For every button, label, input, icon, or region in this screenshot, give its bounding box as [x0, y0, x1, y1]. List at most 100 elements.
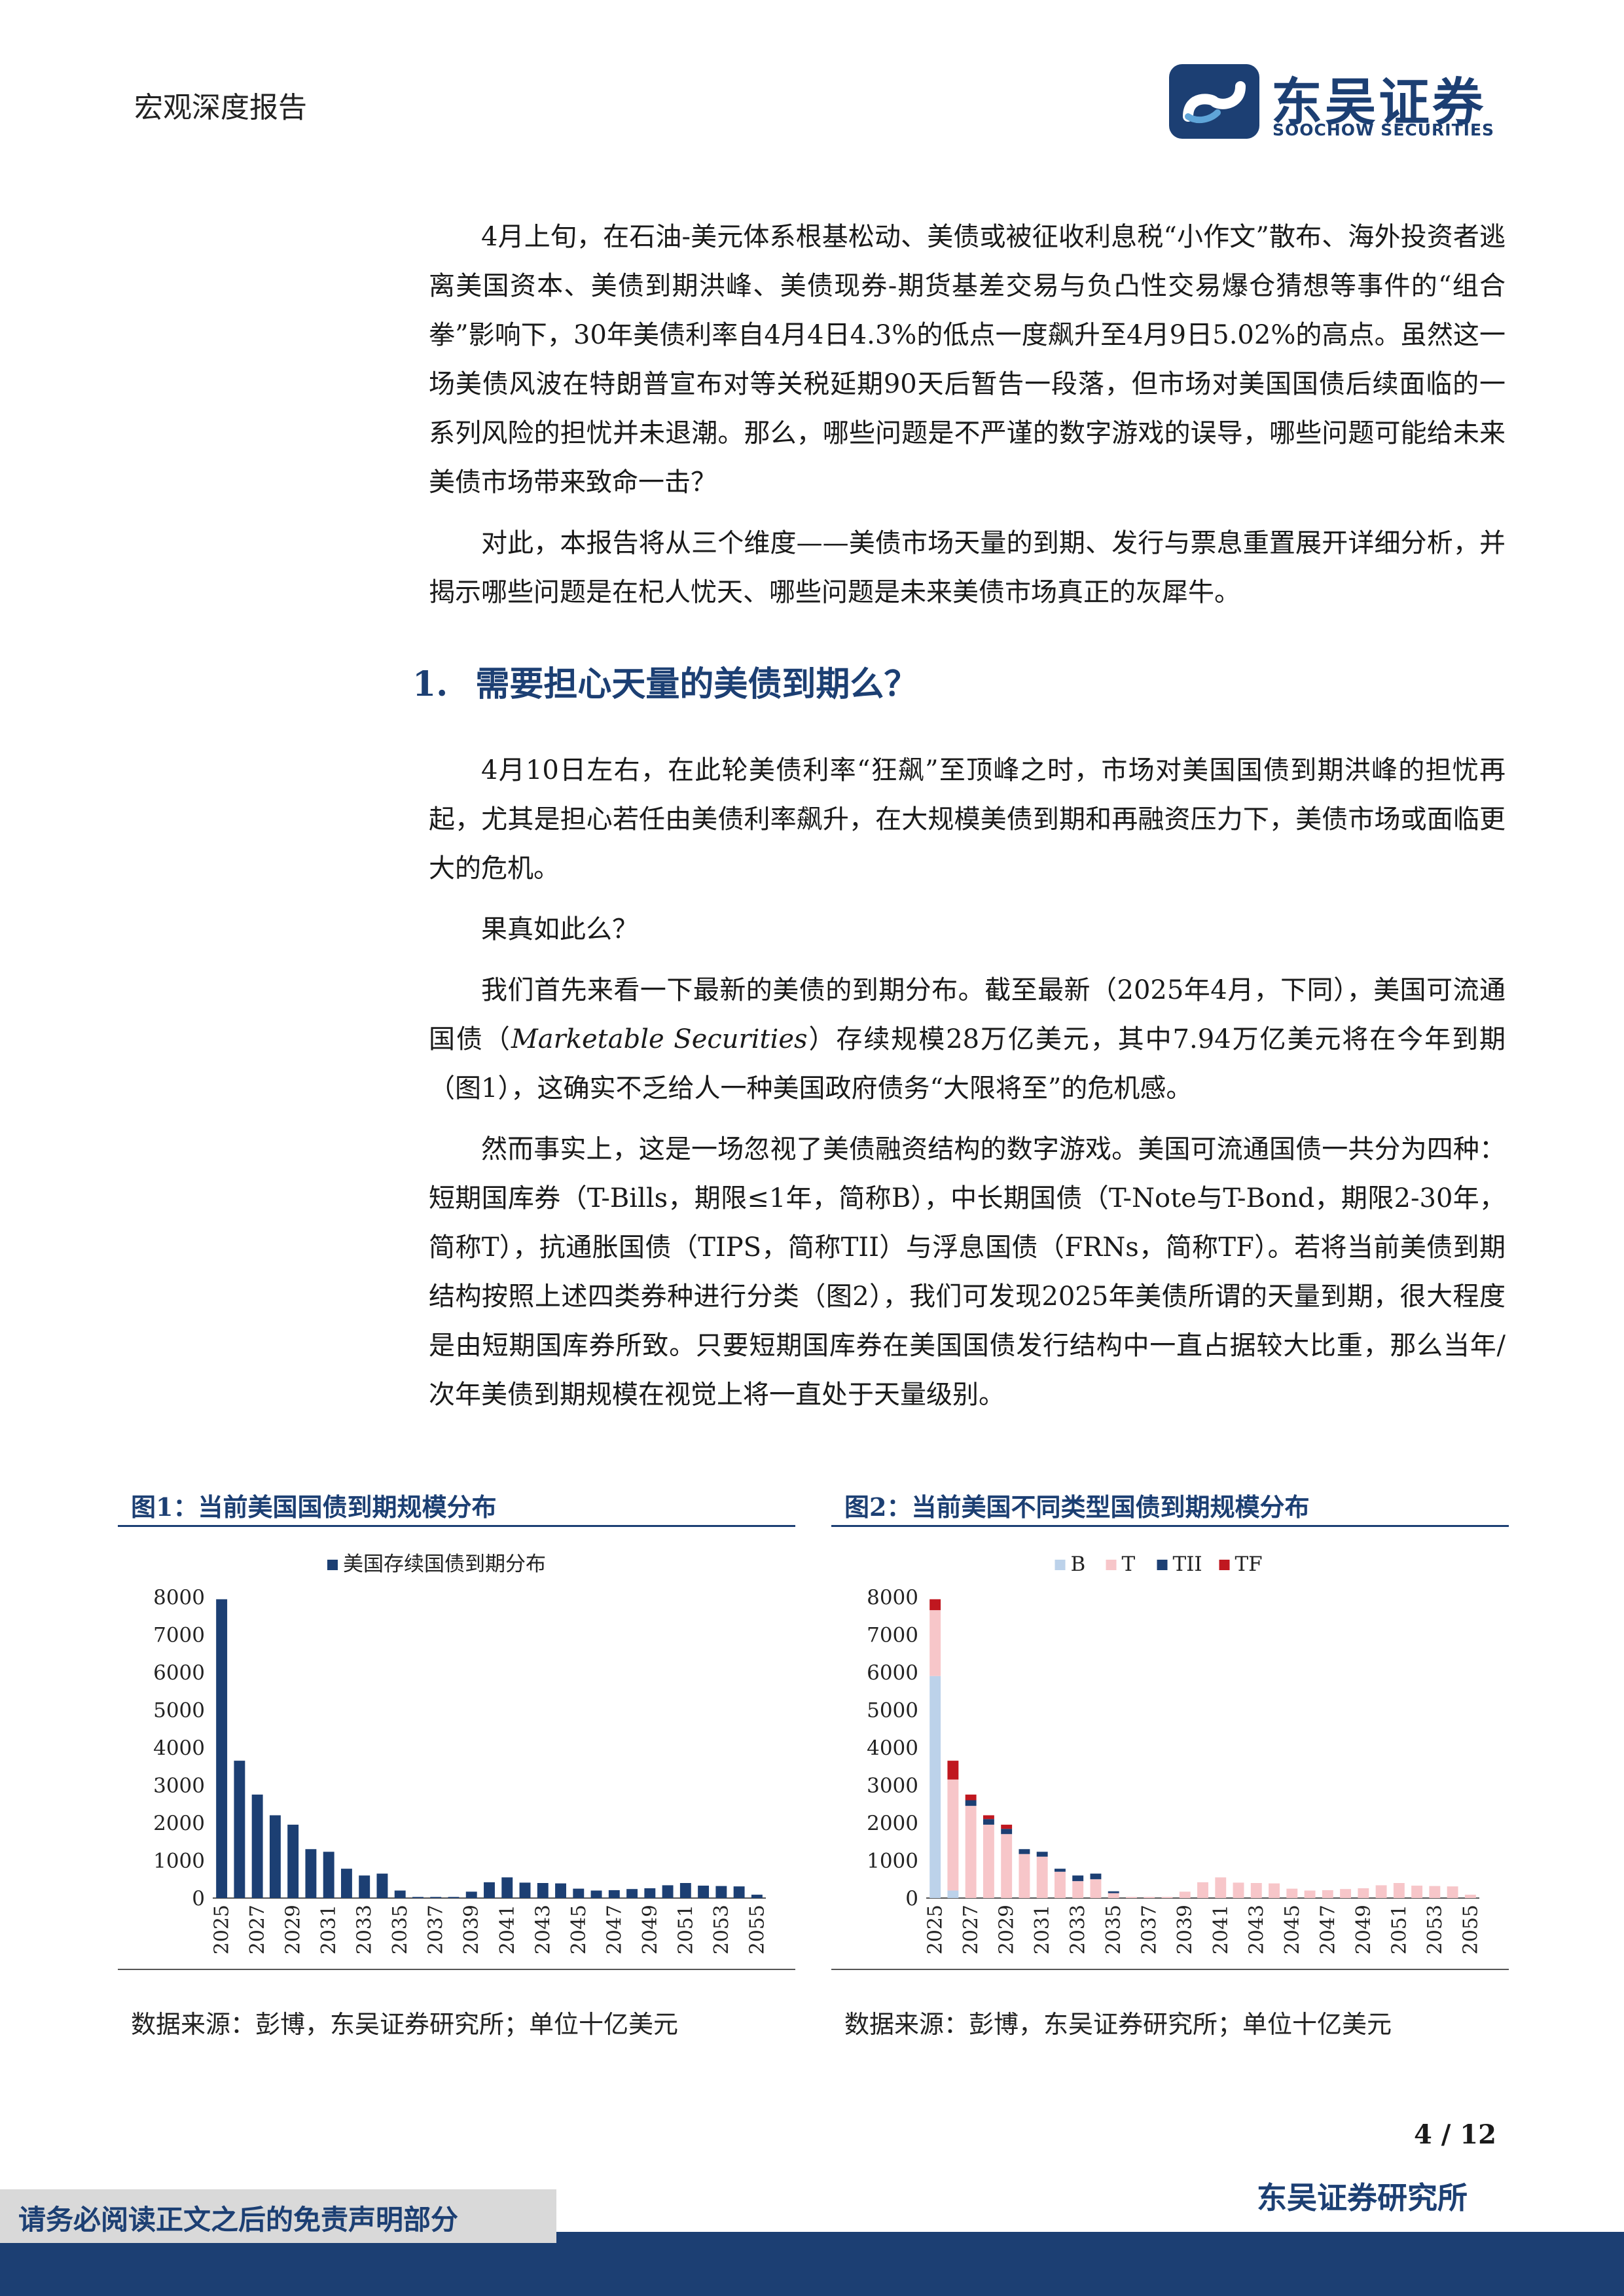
fig1-bar-美国存续国债到期分布-2053 [715, 1886, 727, 1898]
fig1-bar-美国存续国债到期分布-2052 [698, 1886, 710, 1898]
fig2-bar-T-2045 [1286, 1888, 1298, 1898]
fig1-x-tick-label: 2027 [246, 1905, 269, 1954]
fig1-bar-美国存续国债到期分布-2043 [537, 1883, 549, 1898]
footer-org-name: 东吴证券研究所 [1257, 2180, 1468, 2215]
fig2-x-tick-label: 2035 [1102, 1905, 1125, 1954]
fig2-bar-TII-2028 [983, 1819, 994, 1825]
fig1-bar-美国存续国债到期分布-2041 [501, 1877, 513, 1898]
fig1-bar-美国存续国债到期分布-2055 [751, 1894, 763, 1898]
fig1-y-tick-label: 0 [192, 1887, 205, 1910]
fig1-bar-美国存续国债到期分布-2031 [323, 1852, 334, 1898]
figure1-source: 数据来源：彭博，东吴证券研究所；单位十亿美元 [131, 2010, 679, 2039]
fig1-bar-美国存续国债到期分布-2027 [251, 1794, 263, 1898]
fig1-x-tick-label: 2037 [425, 1905, 448, 1954]
fig1-bar-美国存续国债到期分布-2040 [484, 1882, 495, 1898]
fig2-bar-T-2037 [1144, 1897, 1155, 1898]
fig2-bar-TII-2033 [1072, 1875, 1084, 1882]
fig2-bar-TII-2029 [1001, 1829, 1013, 1835]
fig2-bar-T-2046 [1304, 1890, 1316, 1898]
fig2-bar-TII-2035 [1108, 1891, 1119, 1893]
fig1-x-tick-label: 2053 [710, 1905, 733, 1954]
fig1-x-tick-label: 2051 [674, 1905, 697, 1954]
fig1-bar-美国存续国债到期分布-2045 [573, 1888, 585, 1898]
fig2-bar-T-2035 [1108, 1893, 1119, 1898]
fig2-x-tick-label: 2029 [996, 1905, 1019, 1954]
fig2-x-tick-label: 2047 [1316, 1905, 1339, 1954]
fig1-x-tick-label: 2055 [746, 1905, 768, 1954]
fig1-bar-美国存续国债到期分布-2026 [234, 1761, 245, 1898]
fig2-bar-TII-2032 [1054, 1869, 1066, 1872]
fig2-bar-T-2033 [1072, 1881, 1084, 1898]
disclaimer-box [0, 2189, 556, 2243]
fig2-y-tick-label: 8000 [867, 1586, 918, 1609]
fig2-legend-label: TF [1235, 1552, 1263, 1576]
fig2-bar-T-2026 [947, 1779, 959, 1891]
fig1-x-tick-label: 2041 [496, 1905, 519, 1954]
fig2-bar-T-2030 [1019, 1854, 1030, 1898]
fig1-x-tick-label: 2033 [353, 1905, 376, 1954]
fig1-bar-美国存续国债到期分布-2039 [465, 1892, 477, 1898]
fig1-bar-美国存续国债到期分布-2025 [216, 1599, 228, 1898]
fig2-bar-TF-2027 [965, 1794, 977, 1801]
fig2-y-tick-label: 1000 [867, 1850, 918, 1873]
figure2-chart: 0 1000 2000 3000 4000 5000 6000 7000 8000 2025 202… [867, 1552, 1482, 1954]
fig2-x-tick-label: 2049 [1352, 1905, 1375, 1954]
fig2-y-tick-label: 3000 [867, 1774, 918, 1798]
fig2-bar-TII-2030 [1019, 1849, 1030, 1854]
figure1-chart: 0 1000 2000 3000 4000 5000 6000 7000 8000 2025 202… [153, 1552, 768, 1954]
section-heading: 1. 需要担心天量的美债到期么？ [412, 656, 918, 706]
fig1-x-tick-label: 2043 [532, 1905, 554, 1954]
fig2-bar-T-2028 [983, 1824, 994, 1898]
fig2-legend-swatch-T [1106, 1560, 1117, 1570]
intro-paragraph-2: 对此，本报告将从三个维度——美债市场天量的到期、发行与票息重置展开详细分析，并揭… [429, 528, 1506, 607]
fig2-x-tick-label: 2055 [1459, 1905, 1482, 1954]
report-type: 宏观深度报告 [134, 91, 307, 124]
fig1-bar-美国存续国债到期分布-2049 [644, 1888, 656, 1898]
fig1-bar-美国存续国债到期分布-2042 [519, 1882, 531, 1898]
fig2-bar-TII-2031 [1036, 1852, 1048, 1857]
section-text: 4月10日左右，在此轮美债利率“狂飙”至顶峰之时，市场对美国国债到期洪峰的担忧再… [429, 746, 1506, 1420]
company-logo: 东吴证券 SOOCHOW SECURITIES [1165, 59, 1506, 144]
fig1-bar-美国存续国债到期分布-2044 [555, 1883, 566, 1898]
fig1-bar-美国存续国债到期分布-2037 [430, 1897, 442, 1898]
fig1-bar-美国存续国债到期分布-2054 [733, 1886, 745, 1898]
figure2-top-rule [831, 1525, 1509, 1527]
p3-italic-term: Marketable Securities [511, 1024, 808, 1054]
section-paragraph-2: 果真如此么？ [481, 914, 638, 944]
fig2-bar-TF-2028 [983, 1815, 994, 1820]
fig2-bar-T-2042 [1233, 1882, 1244, 1898]
fig2-bar-TF-2029 [1001, 1824, 1013, 1829]
fig1-bar-美国存续国债到期分布-2048 [626, 1889, 638, 1898]
soochow-logo-icon [1169, 64, 1259, 139]
figure2-title: 图2：当前美国不同类型国债到期规模分布 [844, 1492, 1310, 1522]
fig2-x-tick-label: 2053 [1424, 1905, 1447, 1954]
fig1-legend-swatch-美国存续国债到期分布 [327, 1560, 338, 1570]
fig2-bar-T-2043 [1250, 1883, 1262, 1898]
fig1-bar-美国存续国债到期分布-2047 [608, 1890, 620, 1898]
fig1-bar-美国存续国债到期分布-2033 [359, 1875, 370, 1898]
fig1-x-tick-label: 2035 [389, 1905, 412, 1954]
fig2-bar-T-2036 [1126, 1897, 1137, 1898]
fig1-bar-美国存续国债到期分布-2032 [340, 1869, 352, 1898]
fig2-x-tick-label: 2033 [1067, 1905, 1090, 1954]
fig1-y-tick-label: 4000 [153, 1736, 205, 1760]
fig1-legend-label: 美国存续国债到期分布 [343, 1552, 546, 1576]
figure2-bottom-rule [831, 1969, 1509, 1970]
fig1-y-tick-label: 1000 [153, 1850, 205, 1873]
section-paragraph-4: 然而事实上，这是一场忽视了美债融资结构的数字游戏。美国可流通国债一共分为四种：短… [429, 1134, 1506, 1410]
fig2-legend-label: T [1122, 1552, 1136, 1576]
fig2-y-tick-label: 6000 [867, 1661, 918, 1685]
fig2-bar-T-2055 [1464, 1894, 1476, 1898]
fig1-y-tick-label: 5000 [153, 1699, 205, 1723]
fig2-bar-T-2039 [1179, 1892, 1191, 1898]
figure1-bottom-rule [118, 1969, 795, 1970]
fig2-y-tick-label: 2000 [867, 1812, 918, 1835]
fig2-x-tick-label: 2051 [1388, 1905, 1411, 1954]
fig1-y-tick-label: 7000 [153, 1624, 205, 1647]
fig2-bar-T-2038 [1161, 1897, 1173, 1898]
fig1-x-tick-label: 2047 [603, 1905, 626, 1954]
page-number: 4 / 12 [1414, 2119, 1496, 2150]
fig1-y-tick-label: 2000 [153, 1812, 205, 1835]
fig2-bar-T-2029 [1001, 1834, 1013, 1898]
fig2-legend-swatch-B [1055, 1560, 1066, 1570]
